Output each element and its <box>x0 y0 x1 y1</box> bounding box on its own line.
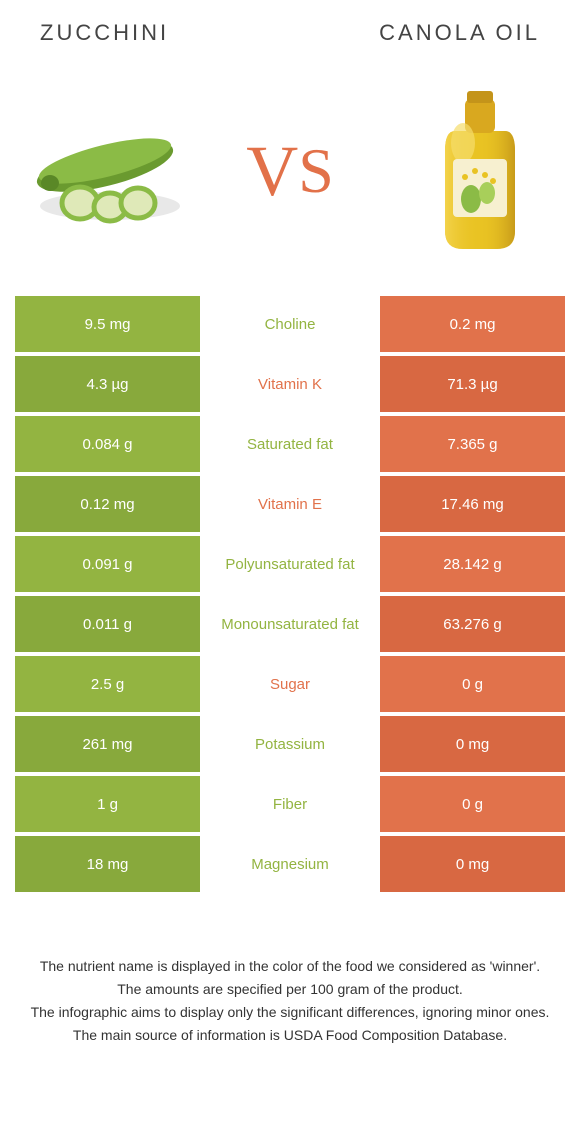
nutrient-label: Potassium <box>200 716 380 772</box>
vs-v: V <box>246 135 298 207</box>
table-row: 0.12 mgVitamin E17.46 mg <box>15 476 565 532</box>
left-value: 18 mg <box>15 836 200 892</box>
footer-notes: The nutrient name is displayed in the co… <box>0 896 580 1046</box>
nutrient-label: Magnesium <box>200 836 380 892</box>
right-value: 0.2 mg <box>380 296 565 352</box>
table-row: 0.084 gSaturated fat7.365 g <box>15 416 565 472</box>
nutrient-label: Vitamin K <box>200 356 380 412</box>
left-value: 0.091 g <box>15 536 200 592</box>
table-row: 0.011 gMonounsaturated fat63.276 g <box>15 596 565 652</box>
left-value: 1 g <box>15 776 200 832</box>
footer-line: The main source of information is USDA F… <box>30 1025 550 1046</box>
footer-line: The infographic aims to display only the… <box>30 1002 550 1023</box>
right-value: 7.365 g <box>380 416 565 472</box>
right-value: 71.3 µg <box>380 356 565 412</box>
nutrient-label: Polyunsaturated fat <box>200 536 380 592</box>
table-row: 18 mgMagnesium0 mg <box>15 836 565 892</box>
nutrient-label: Sugar <box>200 656 380 712</box>
footer-line: The amounts are specified per 100 gram o… <box>30 979 550 1000</box>
nutrient-label: Choline <box>200 296 380 352</box>
left-value: 0.084 g <box>15 416 200 472</box>
right-value: 0 g <box>380 656 565 712</box>
footer-line: The nutrient name is displayed in the co… <box>30 956 550 977</box>
hero-row: VS <box>0 56 580 296</box>
table-row: 0.091 gPolyunsaturated fat28.142 g <box>15 536 565 592</box>
right-value: 28.142 g <box>380 536 565 592</box>
left-value: 4.3 µg <box>15 356 200 412</box>
table-row: 2.5 gSugar0 g <box>15 656 565 712</box>
table-row: 9.5 mgCholine0.2 mg <box>15 296 565 352</box>
vs-s: S <box>298 139 334 203</box>
table-row: 1 gFiber0 g <box>15 776 565 832</box>
header: ZUCCHINI CANOLA OIL <box>0 0 580 56</box>
comparison-table: 9.5 mgCholine0.2 mg4.3 µgVitamin K71.3 µ… <box>0 296 580 892</box>
right-value: 63.276 g <box>380 596 565 652</box>
right-value: 0 mg <box>380 836 565 892</box>
table-row: 4.3 µgVitamin K71.3 µg <box>15 356 565 412</box>
nutrient-label: Vitamin E <box>200 476 380 532</box>
vs-label: VS <box>246 135 334 207</box>
left-value: 0.12 mg <box>15 476 200 532</box>
canola-oil-illustration <box>390 86 560 256</box>
left-value: 9.5 mg <box>15 296 200 352</box>
left-title: ZUCCHINI <box>40 20 169 46</box>
right-title: CANOLA OIL <box>379 20 540 46</box>
nutrient-label: Saturated fat <box>200 416 380 472</box>
zucchini-illustration <box>20 86 190 256</box>
table-row: 261 mgPotassium0 mg <box>15 716 565 772</box>
nutrient-label: Fiber <box>200 776 380 832</box>
left-value: 2.5 g <box>15 656 200 712</box>
left-value: 0.011 g <box>15 596 200 652</box>
left-value: 261 mg <box>15 716 200 772</box>
right-value: 17.46 mg <box>380 476 565 532</box>
right-value: 0 mg <box>380 716 565 772</box>
right-value: 0 g <box>380 776 565 832</box>
nutrient-label: Monounsaturated fat <box>200 596 380 652</box>
